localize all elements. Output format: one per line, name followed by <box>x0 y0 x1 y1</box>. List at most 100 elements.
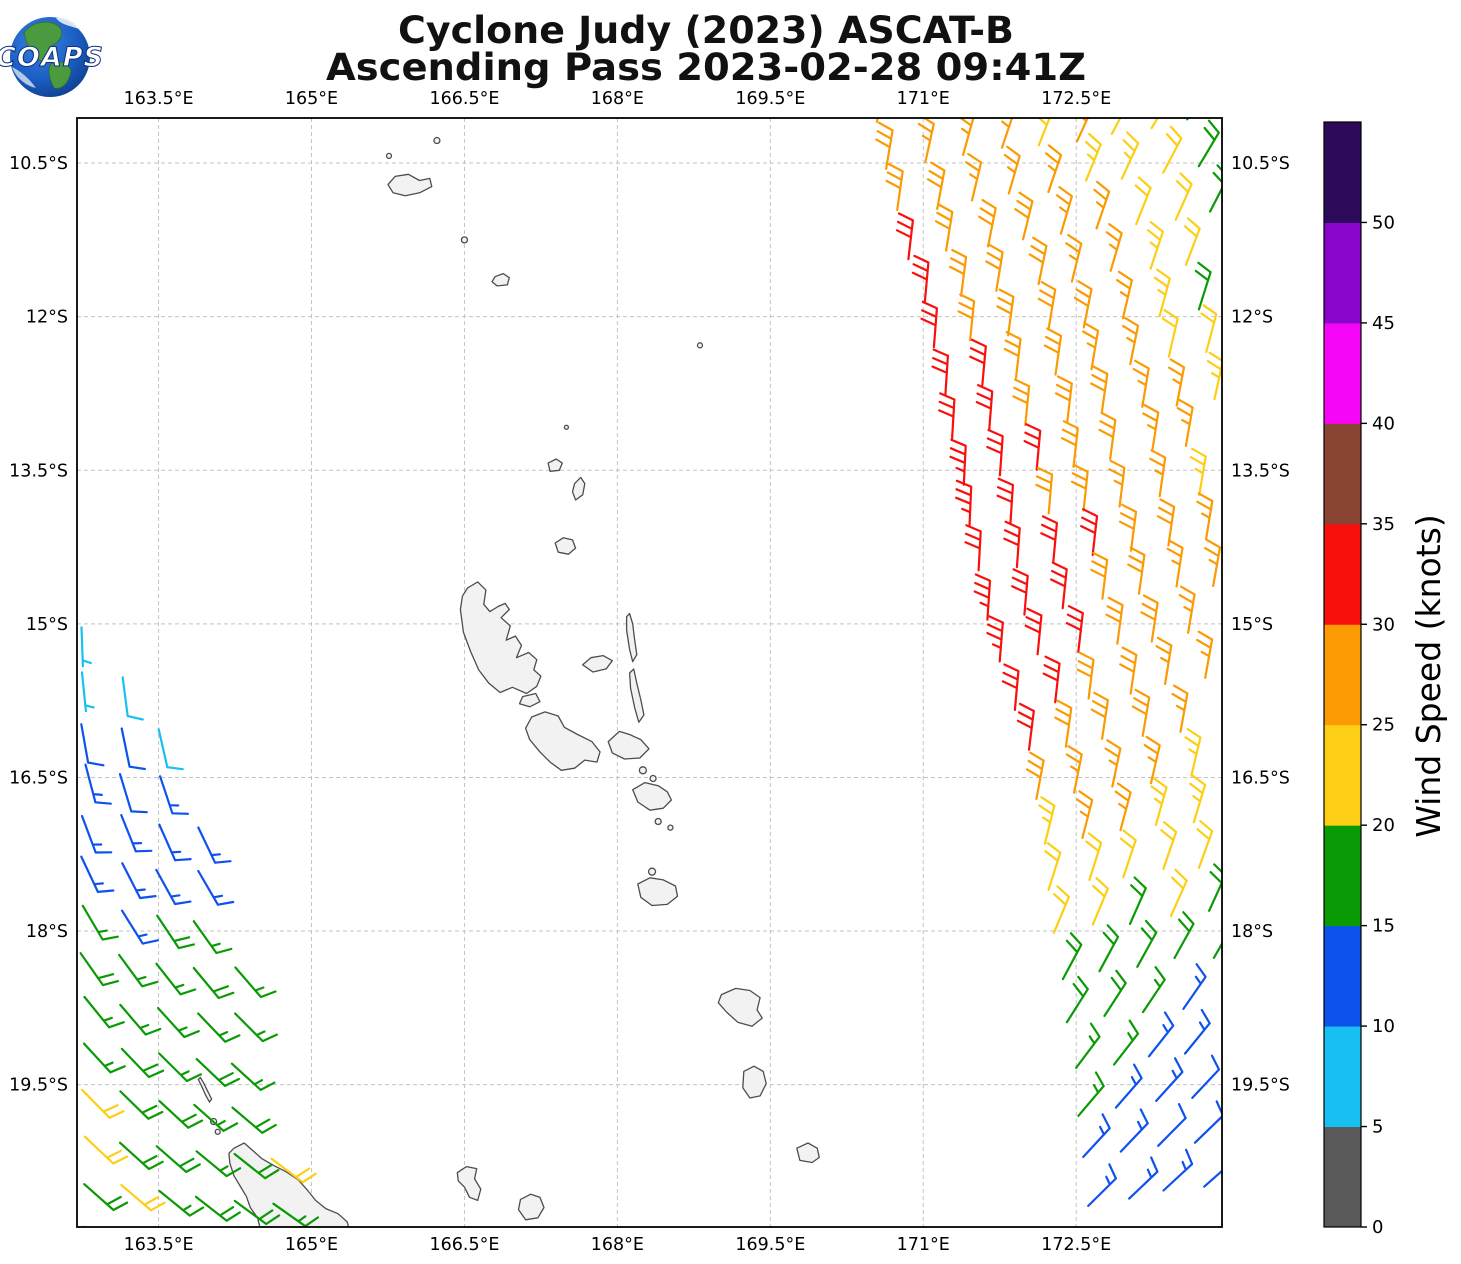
wind-barb <box>975 384 994 432</box>
wind-barb <box>996 477 1014 525</box>
wind-barb <box>1206 351 1222 401</box>
colorbar-band <box>1324 222 1361 324</box>
wind-barb <box>985 243 1004 292</box>
lat-tick-label-left: 18°S <box>26 922 68 942</box>
wind-barb <box>986 428 1004 477</box>
wind-barb <box>1080 508 1099 556</box>
lon-tick-label-top: 168°E <box>591 89 644 109</box>
wind-barb <box>1098 411 1117 460</box>
wind-barb <box>1023 423 1042 471</box>
plot-background <box>77 118 1222 1227</box>
islet <box>667 824 674 831</box>
wind-barb <box>120 1047 165 1079</box>
wind-barb <box>1119 829 1137 879</box>
island <box>554 537 577 555</box>
wind-barb <box>1038 796 1056 845</box>
wind-barb <box>1054 375 1073 424</box>
wind-barb <box>1142 404 1160 453</box>
wind-barb <box>231 1106 277 1134</box>
wind-barb <box>1082 322 1100 371</box>
wind-barb <box>964 524 982 572</box>
wind-barb <box>1134 176 1152 226</box>
colorbar-band <box>1324 1026 1361 1128</box>
lon-tick-label-top: 171°E <box>897 89 950 109</box>
plot-area: 163.5°E 163.5°E 165°E 165°E 166.5°E 166.5°E 16… <box>9 89 1395 1255</box>
wind-barb <box>965 152 983 202</box>
wind-barb <box>1040 515 1058 563</box>
lat-tick-label-right: 12°S <box>1231 308 1273 328</box>
wind-barb <box>155 1145 201 1173</box>
wind-barb <box>118 953 159 988</box>
wind-barb <box>1075 1022 1101 1069</box>
wind-barb <box>1091 877 1109 926</box>
wind-barb <box>1014 191 1034 241</box>
coaps-logo-text: COAPS <box>0 42 104 73</box>
wind-barb <box>1113 1019 1140 1066</box>
wind-barb <box>159 775 189 815</box>
wind-barb <box>1156 498 1176 547</box>
island <box>717 987 763 1027</box>
colorbar-tick-label: 50 <box>1372 212 1395 233</box>
wind-barb <box>1084 132 1102 182</box>
wind-barb <box>1115 270 1133 320</box>
wind-barb <box>958 118 975 156</box>
wind-barb <box>1061 932 1083 981</box>
wind-barb <box>1141 966 1166 1014</box>
lat-tick-label-right: 10.5°S <box>1231 154 1290 174</box>
wind-barb <box>1077 1071 1105 1117</box>
island <box>459 581 542 695</box>
wind-barb <box>1157 1103 1187 1147</box>
wind-barb <box>1174 172 1193 221</box>
island <box>632 781 673 811</box>
wind-barb <box>157 728 184 771</box>
wind-barb <box>234 1012 278 1043</box>
wind-barb <box>1070 463 1089 512</box>
wind-barb <box>84 763 112 805</box>
wind-barb <box>1037 281 1057 330</box>
wind-barb <box>1197 119 1220 168</box>
wind-barb <box>233 1152 280 1180</box>
wind-barb <box>1150 777 1168 826</box>
wind-barb <box>1090 551 1109 600</box>
wind-barb <box>1173 911 1195 960</box>
wind-barb <box>80 855 115 893</box>
wind-barb <box>270 1157 317 1184</box>
wind-barb <box>1026 751 1045 800</box>
wind-barb <box>1105 596 1124 645</box>
colorbar-tick-label: 25 <box>1372 715 1395 736</box>
chart-title-line1: Cyclone Judy (2023) ASCAT-B <box>398 9 1014 52</box>
wind-barb <box>1184 1008 1211 1055</box>
wind-barb <box>80 723 105 767</box>
wind-barb <box>230 1062 276 1091</box>
wind-barb <box>1176 398 1194 447</box>
wind-barb <box>1204 538 1222 587</box>
wind-barb <box>1028 236 1048 286</box>
wind-barb <box>955 479 973 527</box>
lat-tick-label-left: 10.5°S <box>9 154 68 174</box>
wind-barb <box>1150 118 1159 130</box>
wind-barb <box>1042 655 1061 704</box>
colorbar-tick-label: 5 <box>1372 1117 1383 1138</box>
lon-tick-label-top: 169.5°E <box>735 89 805 109</box>
wind-barb <box>120 909 159 945</box>
wind-barb <box>1076 790 1094 839</box>
wind-barb <box>1183 217 1201 266</box>
wind-barb <box>158 823 192 862</box>
wind-barb <box>121 862 157 900</box>
lat-tick-label-right: 19.5°S <box>1231 1076 1290 1096</box>
wind-barb <box>1065 975 1089 1024</box>
wind-barb-layer <box>79 118 1222 1227</box>
wind-barb <box>1196 630 1214 679</box>
islet <box>647 867 657 876</box>
colorbar-outline <box>1323 121 1362 1228</box>
lat-tick-label-left: 12°S <box>26 308 68 328</box>
colorbar-band <box>1324 624 1361 726</box>
wind-barb <box>1147 1011 1175 1058</box>
wind-barb <box>1153 268 1171 318</box>
globe-cloud <box>56 17 79 29</box>
wind-barb <box>931 348 949 396</box>
wind-barb <box>1108 459 1126 508</box>
wind-barb <box>120 814 153 853</box>
island <box>571 476 586 501</box>
